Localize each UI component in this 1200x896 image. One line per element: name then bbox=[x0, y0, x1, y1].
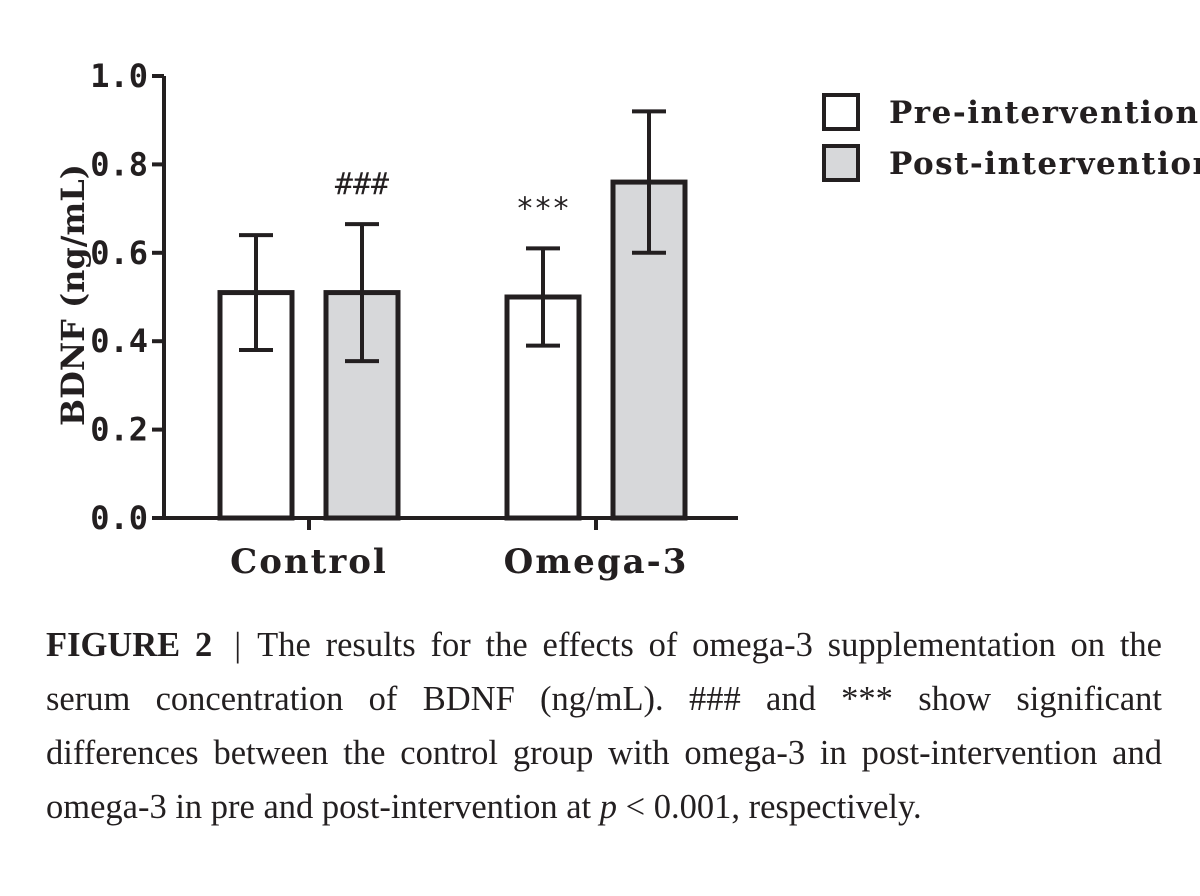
y-tick-label: 0.0 bbox=[90, 499, 148, 537]
caption-separator: | bbox=[234, 626, 242, 664]
caption-text-end: < 0.001, respectively. bbox=[617, 788, 922, 826]
caption-text: The results for the effects of omega-3 s… bbox=[46, 626, 1162, 826]
x-tick-label: Control bbox=[230, 542, 388, 582]
significance-marker: ### bbox=[335, 167, 389, 202]
bars: ### *** bbox=[217, 109, 688, 521]
y-tick-label: 0.8 bbox=[90, 145, 148, 183]
y-tick-label: 0.2 bbox=[90, 411, 148, 449]
legend-label: Pre-intervention bbox=[889, 95, 1200, 131]
legend-label: Post-intervention bbox=[889, 146, 1200, 182]
axes: 0.0 0.2 0.4 0.6 0.8 1.0 Control Omega-3 bbox=[90, 57, 738, 582]
legend-swatch bbox=[822, 93, 860, 131]
y-tick-label: 1.0 bbox=[90, 57, 148, 95]
y-tick-label: 0.4 bbox=[90, 322, 148, 360]
y-axis-label: BDNF (ng/mL) bbox=[54, 164, 92, 426]
figure-label: FIGURE 2 bbox=[46, 626, 213, 664]
x-tick-label: Omega-3 bbox=[504, 542, 689, 582]
legend: Pre-intervention Post-intervention bbox=[822, 93, 1200, 182]
legend-swatch bbox=[822, 144, 860, 182]
y-tick-label: 0.6 bbox=[90, 234, 148, 272]
significance-marker: *** bbox=[516, 191, 570, 226]
p-value-symbol: p bbox=[599, 788, 618, 826]
figure-caption: FIGURE 2 | The results for the effects of … bbox=[46, 618, 1162, 834]
